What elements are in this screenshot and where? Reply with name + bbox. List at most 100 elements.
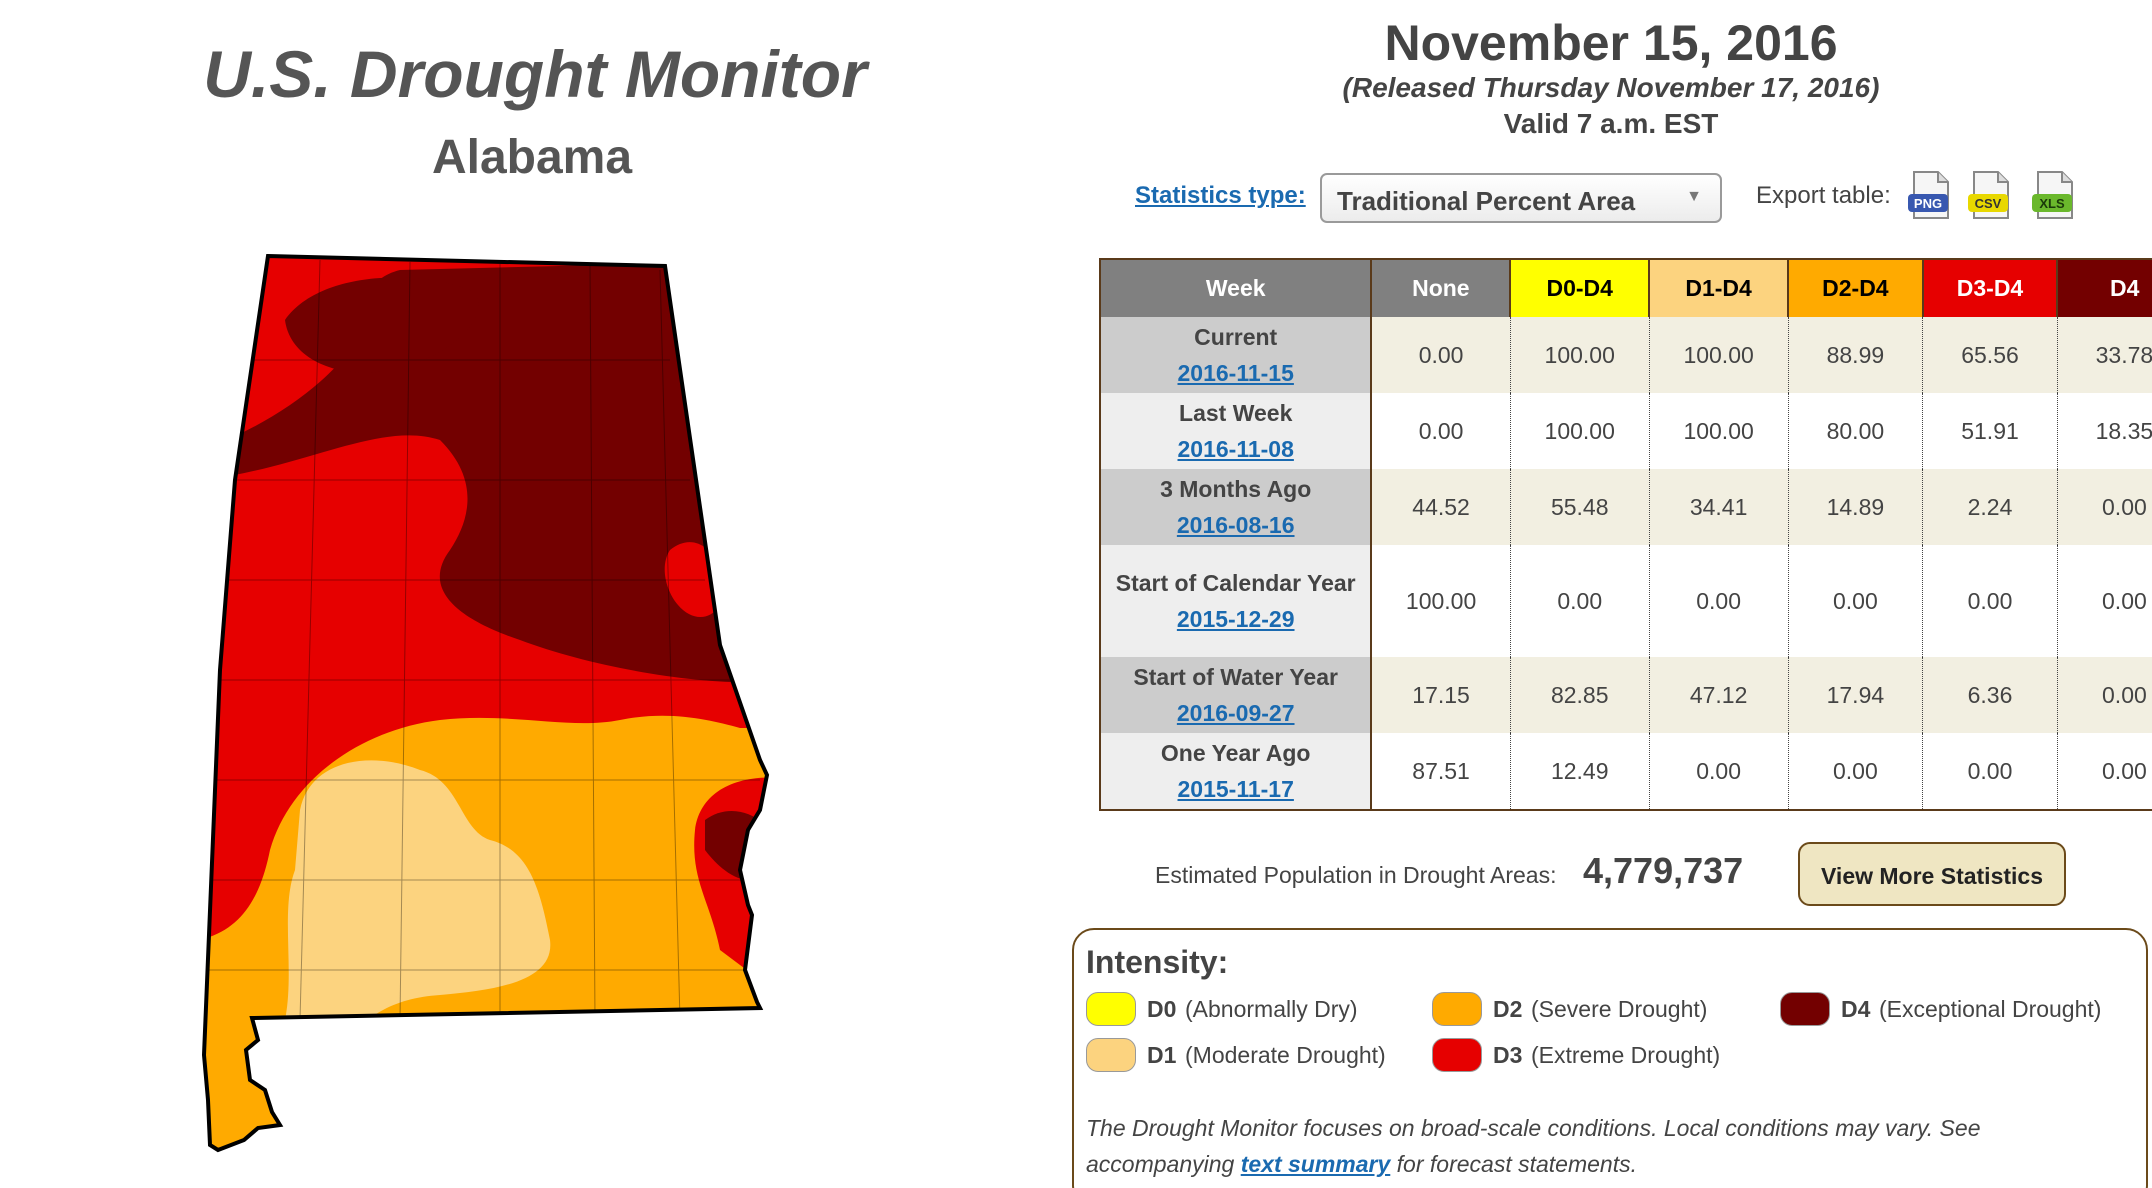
stats-type-selected: Traditional Percent Area <box>1337 186 1636 216</box>
cell-d1-d4: 100.00 <box>1648 393 1789 469</box>
row-date-link[interactable]: 2016-11-08 <box>1177 436 1294 462</box>
d4-region-northwest <box>285 277 479 373</box>
cell-d2-d4: 17.94 <box>1787 657 1923 733</box>
row-label: Start of Water Year <box>1133 664 1338 690</box>
legend-item-d3: D3 (Extreme Drought) <box>1432 1036 1752 1072</box>
row-date-link[interactable]: 2016-09-27 <box>1176 700 1295 726</box>
row-date-link[interactable]: 2016-08-16 <box>1176 512 1295 538</box>
legend-item-d1: D1 (Moderate Drought) <box>1086 1036 1426 1072</box>
row-label-cell: Start of Calendar Year 2015-12-29 <box>1100 545 1373 657</box>
cell-d0-d4: 100.00 <box>1509 317 1650 393</box>
cell-none: 100.00 <box>1371 545 1511 657</box>
drought-map <box>201 253 770 1153</box>
legend-item-d4: D4 (Exceptional Drought) <box>1780 990 2120 1026</box>
row-label-cell: Start of Water Year 2016-09-27 <box>1100 657 1373 733</box>
cell-d3-d4: 2.24 <box>1922 469 2058 545</box>
csv-export-icon[interactable]: CSV <box>1966 170 2016 222</box>
row-label-cell: 3 Months Ago 2016-08-16 <box>1100 469 1373 545</box>
legend-desc: (Exceptional Drought) <box>1879 996 2102 1022</box>
drought-stats-table: Week None D0-D4 D1-D4 D2-D4 D3-D4 D4 Cur… <box>1099 258 2152 811</box>
cell-d0-d4: 0.00 <box>1509 545 1650 657</box>
col-none: None <box>1370 259 1511 317</box>
col-d0-d4: D0-D4 <box>1509 259 1650 317</box>
row-label: Current <box>1194 324 1278 350</box>
cell-none: 44.52 <box>1371 469 1511 545</box>
d1-swatch <box>1086 1038 1136 1072</box>
col-d1-d4: D1-D4 <box>1648 259 1789 317</box>
cell-none: 17.15 <box>1371 657 1511 733</box>
table-row: Current 2016-11-15 0.00 100.00 100.00 88… <box>1100 317 2152 393</box>
legend-level: D1 <box>1147 1042 1177 1068</box>
row-label-cell: Last Week 2016-11-08 <box>1100 393 1373 469</box>
row-label: Last Week <box>1179 400 1293 426</box>
map-panel: U.S. Drought Monitor Alabama <box>0 0 1070 1188</box>
note-text-after: for forecast statements. <box>1396 1151 1637 1177</box>
cell-none: 87.51 <box>1371 733 1511 810</box>
table-row: Last Week 2016-11-08 0.00 100.00 100.00 … <box>1100 393 2152 469</box>
d2-swatch <box>1432 992 1482 1026</box>
png-label: PNG <box>1914 196 1942 211</box>
cell-none: 0.00 <box>1371 393 1511 469</box>
cell-d3-d4: 0.00 <box>1922 733 2058 810</box>
stats-controls: Statistics type: Traditional Percent Are… <box>1070 170 2152 226</box>
cell-d1-d4: 47.12 <box>1648 657 1789 733</box>
legend-level: D3 <box>1493 1042 1523 1068</box>
legend-desc: (Severe Drought) <box>1531 996 1708 1022</box>
table-header-row: Week None D0-D4 D1-D4 D2-D4 D3-D4 D4 <box>1100 259 2152 317</box>
d3-swatch <box>1432 1038 1482 1072</box>
population-row: Estimated Population in Drought Areas: 4… <box>1070 840 2152 910</box>
row-date-link[interactable]: 2015-11-17 <box>1177 776 1294 802</box>
table-row: Start of Calendar Year 2015-12-29 100.00… <box>1100 545 2152 657</box>
legend-level: D4 <box>1841 996 1871 1022</box>
cell-d2-d4: 14.89 <box>1787 469 1923 545</box>
export-label: Export table: <box>1756 182 1891 209</box>
cell-d3-d4: 51.91 <box>1922 393 2058 469</box>
stats-type-select[interactable]: Traditional Percent Area ▼ <box>1320 173 1722 223</box>
state-outline <box>201 253 770 1153</box>
cell-d2-d4: 88.99 <box>1787 317 1923 393</box>
note-text-before: The Drought Monitor focuses on broad-sca… <box>1086 1115 1981 1177</box>
col-d4: D4 <box>2056 259 2152 317</box>
table-row: One Year Ago 2015-11-17 87.51 12.49 0.00… <box>1100 733 2152 810</box>
row-label-cell: One Year Ago 2015-11-17 <box>1100 733 1373 810</box>
cell-d0-d4: 82.85 <box>1509 657 1650 733</box>
csv-label: CSV <box>1975 196 2002 211</box>
cell-d4: 33.78 <box>2056 317 2152 393</box>
cell-d4: 0.00 <box>2056 469 2152 545</box>
cell-d4: 0.00 <box>2056 733 2152 810</box>
xls-export-icon[interactable]: XLS <box>2030 170 2080 222</box>
legend-desc: (Extreme Drought) <box>1531 1042 1721 1068</box>
app-title: U.S. Drought Monitor <box>203 37 867 111</box>
view-more-statistics-button[interactable]: View More Statistics <box>1798 842 2066 906</box>
d4-swatch <box>1780 992 1830 1026</box>
legend-item-d2: D2 (Severe Drought) <box>1432 990 1752 1026</box>
col-d2-d4: D2-D4 <box>1787 259 1923 317</box>
cell-d3-d4: 6.36 <box>1922 657 2058 733</box>
cell-d3-d4: 65.56 <box>1922 317 2058 393</box>
stats-type-link[interactable]: Statistics type: <box>1135 182 1306 209</box>
intensity-legend: Intensity: D0 (Abnormally Dry) D1 (Moder… <box>1072 928 2148 1188</box>
chevron-down-icon: ▼ <box>1686 188 1702 205</box>
map-date: November 15, 2016 <box>1384 15 1838 71</box>
legend-desc: (Abnormally Dry) <box>1185 996 1358 1022</box>
text-summary-link[interactable]: text summary <box>1240 1151 1391 1177</box>
cell-d3-d4: 0.00 <box>1922 545 2058 657</box>
cell-d2-d4: 0.00 <box>1787 733 1923 810</box>
population-value: 4,779,737 <box>1583 850 1744 891</box>
cell-d4: 0.00 <box>2056 545 2152 657</box>
cell-none: 0.00 <box>1371 317 1511 393</box>
state-name: Alabama <box>431 131 633 184</box>
row-date-link[interactable]: 2016-11-15 <box>1177 360 1294 386</box>
legend-item-d0: D0 (Abnormally Dry) <box>1086 990 1406 1026</box>
d0-swatch <box>1086 992 1136 1026</box>
cell-d1-d4: 0.00 <box>1648 733 1789 810</box>
col-d3-d4: D3-D4 <box>1921 259 2058 317</box>
row-label: One Year Ago <box>1160 740 1311 766</box>
d1-region <box>277 760 551 1150</box>
row-date-link[interactable]: 2015-12-29 <box>1176 606 1295 632</box>
xls-label: XLS <box>2039 196 2065 211</box>
cell-d4: 18.35 <box>2056 393 2152 469</box>
stats-panel: November 15, 2016 (Released Thursday Nov… <box>1070 0 2152 1188</box>
png-export-icon[interactable]: PNG <box>1906 170 1956 222</box>
cell-d4: 0.00 <box>2056 657 2152 733</box>
